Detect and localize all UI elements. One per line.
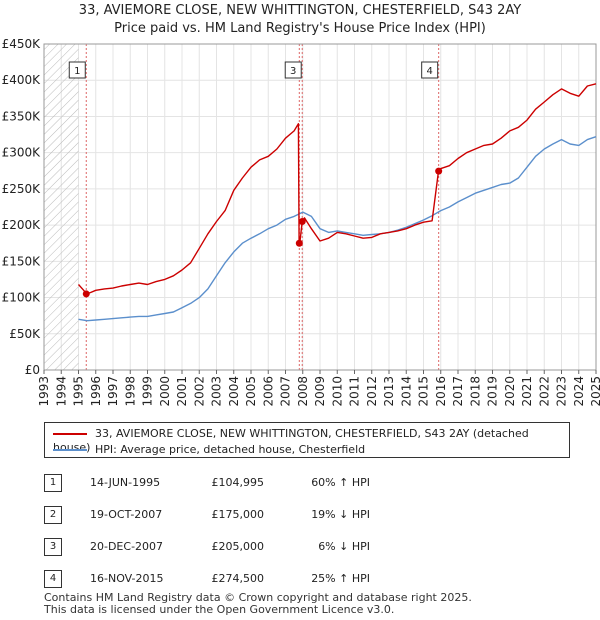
x-tick-label: 2017	[451, 376, 465, 407]
x-tick-label: 2007	[279, 376, 293, 407]
row-number-badge: 1	[44, 474, 62, 492]
y-tick-label: £400K	[2, 73, 42, 87]
x-tick-label: 2021	[520, 376, 534, 407]
x-tick-label: 2005	[244, 376, 258, 407]
sale-number-box	[284, 61, 302, 79]
row-number-badge: 3	[44, 538, 62, 556]
hatched-region	[44, 44, 79, 370]
sale-number-box	[68, 61, 86, 79]
row-hpi: 6% ↓ HPI	[318, 540, 370, 553]
legend-swatch-hpi	[53, 449, 87, 451]
x-tick-label: 2015	[417, 376, 431, 407]
x-tick-label: 1994	[54, 376, 68, 407]
y-tick-label: £350K	[2, 109, 42, 123]
y-tick-label: £250K	[2, 182, 42, 196]
chart-subtitle: Price paid vs. HM Land Registry's House …	[114, 21, 486, 36]
footer-copyright: Contains HM Land Registry data © Crown c…	[44, 591, 472, 604]
table-row: 4 16-NOV-2015 £274,500 25% ↑ HPI	[40, 570, 380, 590]
y-tick-label: £100K	[2, 291, 42, 305]
x-tick-label: 2014	[399, 376, 413, 407]
x-tick-label: 2016	[434, 376, 448, 407]
x-tick-label: 1993	[37, 376, 51, 407]
legend-label-hpi: HPI: Average price, detached house, Ches…	[95, 443, 366, 456]
row-hpi: 25% ↑ HPI	[311, 572, 370, 585]
sale-number-label: 3	[290, 66, 296, 77]
y-tick-label: £450K	[2, 37, 42, 51]
x-tick-label: 2012	[365, 376, 379, 407]
table-row: 2 19-OCT-2007 £175,000 19% ↓ HPI	[40, 506, 380, 526]
legend: 33, AVIEMORE CLOSE, NEW WHITTINGTON, CHE…	[44, 422, 570, 458]
x-tick-label: 1997	[106, 376, 120, 407]
sale-point	[295, 239, 303, 247]
x-tick-label: 2008	[296, 376, 310, 407]
legend-item-hpi: HPI: Average price, detached house, Ches…	[53, 443, 365, 457]
sale-number-box	[421, 61, 439, 79]
price-chart: £0 £50K £100K £150K £200K £250K £300K £350K £400…	[2, 37, 600, 407]
row-date: 14-JUN-1995	[90, 476, 161, 489]
row-date: 19-OCT-2007	[90, 508, 163, 521]
y-tick-label: £50K	[9, 327, 41, 341]
row-price: £274,500	[211, 572, 265, 585]
x-tick-label: 2002	[192, 376, 206, 407]
y-tick-label: £200K	[2, 218, 42, 232]
footer: Contains HM Land Registry data © Crown c…	[44, 592, 472, 616]
table-row: 1 14-JUN-1995 £104,995 60% ↑ HPI	[40, 474, 380, 494]
sale-point	[298, 217, 306, 225]
row-price: £205,000	[211, 540, 265, 553]
x-tick-label: 2013	[382, 376, 396, 407]
x-tick-label: 2023	[555, 376, 569, 407]
table-row: 3 20-DEC-2007 £205,000 6% ↓ HPI	[40, 538, 380, 558]
x-tick-label: 2018	[468, 376, 482, 407]
row-date: 20-DEC-2007	[90, 540, 164, 553]
x-tick-label: 2000	[158, 376, 172, 407]
sale-number-label: 4	[426, 66, 432, 77]
x-tick-label: 2003	[210, 376, 224, 407]
row-price: £175,000	[211, 508, 265, 521]
x-tick-label: 2024	[572, 376, 586, 407]
y-tick-label: £0	[25, 363, 40, 377]
x-tick-label: 1995	[72, 376, 86, 407]
x-tick-label: 2020	[503, 376, 517, 407]
x-tick-label: 2019	[486, 376, 500, 407]
row-hpi: 19% ↓ HPI	[311, 508, 370, 521]
y-tick-label: £150K	[2, 254, 42, 268]
row-hpi: 60% ↑ HPI	[311, 476, 370, 489]
sale-point	[435, 167, 443, 175]
row-price: £104,995	[211, 476, 265, 489]
chart-title: 33, AVIEMORE CLOSE, NEW WHITTINGTON, CHE…	[78, 3, 522, 18]
series-line-property	[77, 83, 597, 295]
x-tick-label: 2025	[589, 376, 600, 407]
x-tick-label: 2001	[175, 376, 189, 407]
x-tick-label: 1999	[141, 376, 155, 407]
row-number-badge: 2	[44, 506, 62, 524]
sale-point	[82, 290, 90, 298]
row-date: 16-NOV-2015	[90, 572, 164, 585]
x-tick-label: 2011	[348, 376, 362, 407]
x-tick-label: 2022	[537, 376, 551, 407]
x-tick-label: 2009	[313, 376, 327, 407]
x-tick-label: 1998	[123, 376, 137, 407]
x-tick-label: 2006	[261, 376, 275, 407]
y-tick-label: £300K	[2, 146, 42, 160]
footer-licence: This data is licensed under the Open Gov…	[44, 603, 395, 616]
legend-swatch-property	[53, 433, 87, 435]
sale-number-label: 1	[74, 66, 80, 77]
x-tick-label: 2004	[227, 376, 241, 407]
x-tick-label: 2010	[330, 376, 344, 407]
x-tick-label: 1996	[89, 376, 103, 407]
series-line-hpi	[78, 136, 597, 322]
row-number-badge: 4	[44, 570, 62, 588]
